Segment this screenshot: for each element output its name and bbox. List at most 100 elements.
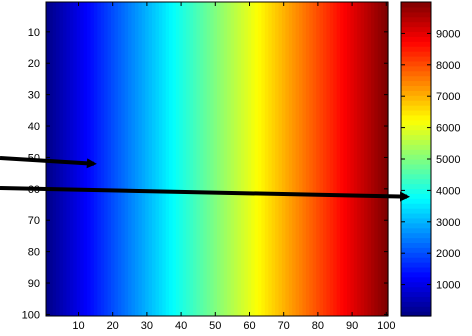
heatmap-column — [155, 2, 160, 316]
colorbar-band — [401, 119, 431, 126]
x-tick-label: 50 — [209, 320, 221, 332]
colorbar-band — [401, 247, 431, 253]
colorbar-band — [401, 6, 431, 13]
heatmap-column — [131, 2, 136, 316]
heatmap-column — [110, 2, 115, 316]
colorbar-band — [401, 21, 431, 28]
colorbar-band — [401, 85, 431, 91]
colorbar-tick-label: 2000 — [436, 248, 460, 260]
heatmap-column — [285, 2, 290, 316]
heatmap-column — [319, 2, 324, 316]
heatmap-column — [230, 2, 235, 316]
heatmap-column — [117, 2, 122, 316]
heatmap-column — [326, 2, 331, 316]
colorbar-band — [401, 296, 431, 302]
x-tick-label: 20 — [107, 320, 119, 332]
y-tick-label: 100 — [22, 309, 40, 321]
heatmap-column — [346, 2, 351, 316]
heatmap-column — [367, 2, 372, 316]
colorbar-band — [401, 311, 431, 317]
colorbar-band — [401, 139, 431, 145]
heatmap-column — [69, 2, 74, 316]
heatmap-column — [141, 2, 146, 316]
colorbar-band — [401, 163, 431, 170]
colorbar-band — [401, 198, 431, 204]
colorbar-band — [401, 212, 431, 219]
colorbar-band — [401, 114, 431, 121]
colorbar-band — [401, 286, 431, 293]
heatmap-column — [251, 2, 256, 316]
heatmap-column — [189, 2, 194, 316]
heatmap-column — [66, 2, 71, 316]
heatmap-column — [275, 2, 280, 316]
heatmap-column — [175, 2, 180, 316]
heatmap-column — [316, 2, 321, 316]
heatmap-column — [83, 2, 88, 316]
colorbar-tick-label: 1000 — [436, 280, 460, 292]
heatmap-column — [340, 2, 345, 316]
heatmap-column — [124, 2, 129, 316]
y-tick-label: 20 — [28, 58, 40, 70]
heatmap-column — [353, 2, 358, 316]
annotation-arrow — [0, 156, 97, 169]
x-tick-label: 90 — [346, 320, 358, 332]
heatmap-column — [52, 2, 57, 316]
colorbar-band — [401, 227, 431, 234]
colorbar-band — [401, 168, 431, 175]
heatmap-column — [165, 2, 170, 316]
heatmap-column — [258, 2, 263, 316]
heatmap-column — [59, 2, 64, 316]
heatmap-column — [107, 2, 112, 316]
colorbar-band — [401, 276, 431, 283]
heatmap-column — [210, 2, 215, 316]
y-tick-label: 10 — [28, 27, 40, 39]
heatmap-column — [49, 2, 54, 316]
colorbar-band — [401, 232, 431, 239]
heatmap-column — [56, 2, 61, 316]
colorbar-band — [401, 271, 431, 278]
colorbar-band — [401, 257, 431, 263]
colorbar-tick-label: 4000 — [436, 185, 460, 197]
x-axis: 10 20 30 40 50 60 70 80 90 100 — [72, 2, 395, 332]
colorbar-band — [401, 109, 431, 116]
colorbar-tick-label: 9000 — [436, 28, 460, 40]
colorbar-band — [401, 2, 431, 8]
colorbar-band — [401, 51, 431, 57]
heatmap-column — [374, 2, 379, 316]
heatmap-column — [377, 2, 382, 316]
colorbar-band — [401, 80, 431, 87]
colorbar-band — [401, 208, 431, 214]
colorbar-band — [401, 178, 431, 185]
y-tick-label: 90 — [28, 278, 40, 290]
heatmap-column — [261, 2, 266, 316]
colorbar-band — [401, 242, 431, 248]
heatmap-column — [121, 2, 126, 316]
x-tick-label: 30 — [141, 320, 153, 332]
colorbar-band — [401, 129, 431, 136]
colorbar-band — [401, 55, 431, 62]
colorbar-band — [401, 281, 431, 288]
heatmap-cells — [46, 2, 389, 316]
heatmap-column — [114, 2, 119, 316]
colorbar-band — [401, 95, 431, 101]
colorbar-tick-label: 3000 — [436, 217, 460, 229]
x-tick-label: 80 — [312, 320, 324, 332]
heatmap-column — [196, 2, 201, 316]
colorbar-band — [401, 217, 431, 224]
heatmap-column — [148, 2, 153, 316]
heatmap-column — [179, 2, 184, 316]
heatmap-column — [364, 2, 369, 316]
heatmap-column — [199, 2, 204, 316]
heatmap-column — [305, 2, 310, 316]
heatmap-column — [281, 2, 286, 316]
colorbar-band — [401, 31, 431, 37]
heatmap-column — [87, 2, 92, 316]
heatmap-column — [145, 2, 150, 316]
x-tick-label: 40 — [175, 320, 187, 332]
heatmap-column — [295, 2, 300, 316]
y-tick-label: 70 — [28, 215, 40, 227]
heatmap-column — [350, 2, 355, 316]
colorbar-band — [401, 306, 431, 312]
colorbar-band — [401, 262, 431, 268]
